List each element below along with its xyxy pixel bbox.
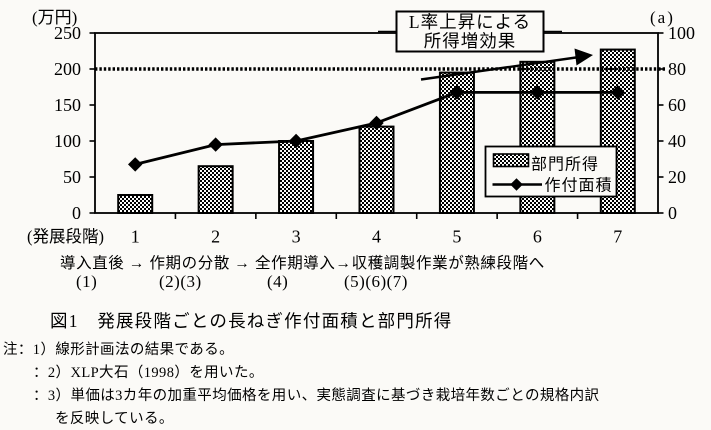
x-category-label: 1 <box>131 227 140 247</box>
stage-group-3: (4) <box>267 272 289 291</box>
note-1: 注：1）線形計画法の結果である。 <box>3 342 235 358</box>
line-series <box>128 85 625 172</box>
note-3-continued: を反映している。 <box>55 411 174 427</box>
stage-group-1: (1) <box>76 272 98 291</box>
left-tick-label: 0 <box>72 203 81 223</box>
right-tick-label: 20 <box>668 167 686 187</box>
stage-group-4: (5)(6)(7) <box>344 272 408 291</box>
figure-caption: 図1 発展段階ごとの長ねぎ作付面積と部門所得 <box>50 311 453 331</box>
right-tick-label: 80 <box>668 59 686 79</box>
left-axis-unit-label: (万円) <box>32 8 77 27</box>
x-axis: 1 2 3 4 5 6 7 <box>131 213 622 247</box>
diamond-marker-7 <box>610 85 625 100</box>
x-category-label: 5 <box>452 227 461 247</box>
x-category-label: 3 <box>292 227 301 247</box>
stage-flow-row: 導入直後 → 作期の分散 → 全作期導入→収穫調製作業が熟練段階へ <box>60 255 545 272</box>
diamond-marker-6 <box>530 85 545 100</box>
right-tick-label: 60 <box>668 95 686 115</box>
annotation-line1: L率上昇による <box>409 12 531 32</box>
combo-chart: L率上昇による 所得増効果 部門所得 作付面積 050100150200250 … <box>27 8 695 247</box>
left-tick-label: 150 <box>54 95 81 115</box>
diamond-marker-2 <box>208 137 223 152</box>
note-3: ：3）単価は3カ年の加重平均価格を用い、実態調査に基づき栽培年数ごとの規格内訳 <box>33 388 600 404</box>
legend-label-bar: 部門所得 <box>531 156 599 174</box>
annotation-line2: 所得増効果 <box>424 31 517 51</box>
bar-3 <box>278 140 315 214</box>
stage-group-2: (2)(3) <box>159 272 202 291</box>
legend-diamond-marker <box>510 178 523 191</box>
legend: 部門所得 作付面積 <box>484 145 618 198</box>
left-axis: 0 50 100 150 200 250 <box>54 23 95 223</box>
diamond-marker-1 <box>128 157 143 172</box>
bar-4 <box>358 125 395 214</box>
legend-label-line: 作付面積 <box>545 177 613 195</box>
note-2: ：2）XLP大石（1998）を用いた。 <box>33 365 264 381</box>
x-category-label: 2 <box>211 227 220 247</box>
x-axis-title: (発展段階) <box>27 227 104 246</box>
left-tick-label: 50 <box>63 167 81 187</box>
diamond-marker-4 <box>369 115 384 131</box>
left-tick-label: 200 <box>54 59 81 79</box>
x-category-label: 4 <box>372 227 381 247</box>
bar-2 <box>197 165 234 214</box>
left-tick-label: 250 <box>54 23 81 43</box>
income-increase-arrow <box>420 48 593 81</box>
x-category-label: 7 <box>613 227 622 247</box>
right-axis-unit-label: (a) <box>650 8 675 27</box>
diamond-marker-5 <box>449 85 465 100</box>
right-tick-label: 40 <box>668 131 686 151</box>
right-tick-label: 0 <box>668 203 677 223</box>
bar-1 <box>117 194 154 214</box>
right-axis: 0 20 40 60 80 100 <box>658 23 695 223</box>
x-category-label: 6 <box>533 227 542 247</box>
left-tick-label: 100 <box>54 131 81 151</box>
diamond-marker-3 <box>288 133 304 149</box>
legend-bar-swatch <box>492 153 530 168</box>
right-tick-label: 100 <box>668 23 695 43</box>
annotation-box: L率上昇による 所得増効果 <box>378 10 562 53</box>
